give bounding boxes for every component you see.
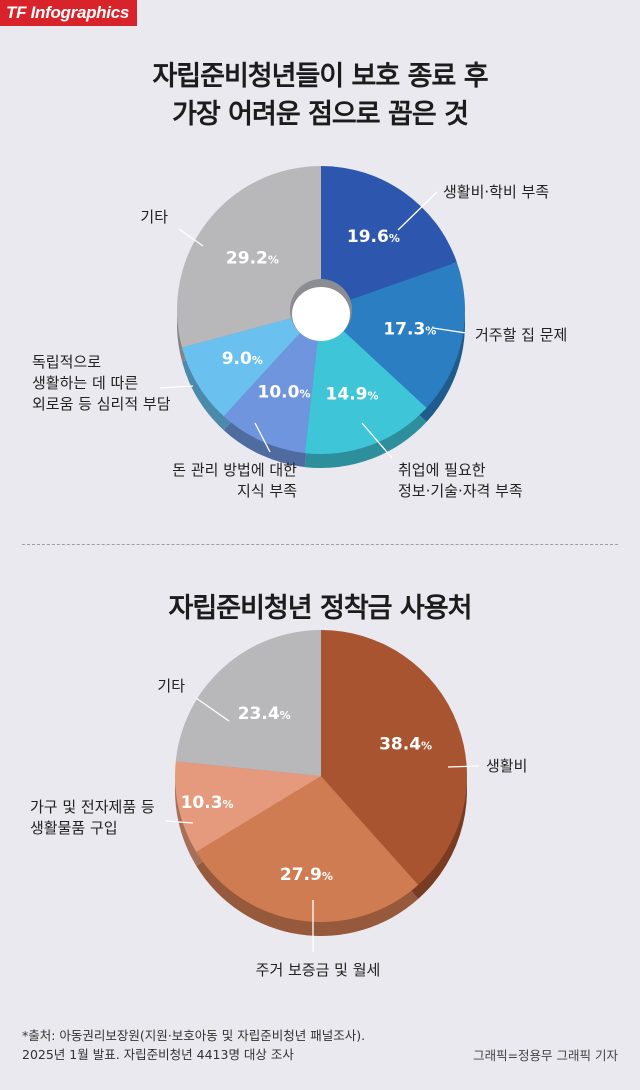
pct-unit: % — [322, 870, 333, 883]
pie-chart-settlement-usage: 38.4% 생활비 27.9% 주거 보증금 및 월세 10.3% 가구 및 전자제품 등… — [30, 630, 527, 979]
pct-label-취업에-필요한-정보-기술-자격-부족: 14.9% — [326, 385, 379, 405]
category-label-거주할-집-문제: 거주할 집 문제 — [475, 326, 567, 344]
pct-unit: % — [389, 232, 400, 245]
pct-label-기타: 29.2% — [226, 248, 279, 268]
category-label-주거-보증금-및-월세: 주거 보증금 및 월세 — [256, 961, 381, 979]
leader-line-거주할-집-문제 — [432, 327, 467, 334]
category-label-생활비-학비-부족: 생활비·학비 부족 — [443, 183, 549, 201]
chart1-title-line1: 자립준비청년들이 보호 종료 후 — [152, 61, 488, 92]
pct-unit: % — [252, 354, 263, 367]
category-label-취업에-필요한-정보-기술-자격-부족: 취업에 필요한 — [398, 461, 486, 479]
leader-line-생활비 — [447, 765, 480, 768]
category-label-취업에-필요한-정보-기술-자격-부족: 정보·기술·자격 부족 — [398, 482, 523, 500]
leader-line-돈-관리-방법에-대한-지식-부족 — [254, 422, 271, 453]
pie-slice-생활비 — [321, 630, 467, 885]
pie-slice-기타 — [177, 166, 321, 348]
category-label-독립적으로-생활하는-데-따른-외로움-등-심리적-부담: 생활하는 데 따른 — [32, 374, 138, 392]
pct-unit: % — [367, 390, 378, 403]
graphic-credit: 그래픽=정용무 그래픽 기자 — [473, 1048, 618, 1063]
category-label-가구-및-전자제품-등-생활물품-구입: 생활물품 구입 — [30, 819, 118, 837]
pie-hole — [292, 287, 350, 341]
chart1-title-line2: 가장 어려운 점으로 꼽은 것 — [172, 99, 469, 130]
category-label-기타: 기타 — [140, 208, 168, 226]
pct-label-가구-및-전자제품-등-생활물품-구입: 10.3% — [181, 793, 234, 813]
pie-slice-기타 — [175, 630, 321, 776]
category-label-돈-관리-방법에-대한-지식-부족: 돈 관리 방법에 대한 — [172, 461, 297, 479]
category-label-기타: 기타 — [157, 677, 185, 695]
category-label-가구-및-전자제품-등-생활물품-구입: 가구 및 전자제품 등 — [30, 798, 155, 816]
brand-logo: TF Infographics — [0, 0, 138, 26]
pie-slice-돈-관리-방법에-대한-지식-부족 — [223, 310, 321, 454]
pie-slice-생활비-학비-부족 — [321, 166, 457, 310]
pie-slice-거주할-집-문제 — [321, 262, 465, 408]
pct-unit: % — [280, 709, 291, 722]
leader-line-기타 — [178, 228, 204, 247]
chart2-title: 자립준비청년 정착금 사용처 — [168, 593, 473, 624]
footnote-line2: 2025년 1월 발표. 자립준비청년 4413명 대상 조사 — [22, 1047, 294, 1062]
pct-unit: % — [425, 324, 436, 337]
pct-unit: % — [223, 798, 234, 811]
pie-slice-주거-보증금-및-월세 — [196, 776, 419, 922]
source-footnote: *출처: 아동권리보장원(지원·보호아동 및 자립준비청년 패널조사). 202… — [22, 1026, 365, 1064]
pct-label-독립적으로-생활하는-데-따른-외로움-등-심리적-부담: 9.0% — [222, 349, 263, 369]
pct-label-돈-관리-방법에-대한-지식-부족: 10.0% — [258, 382, 311, 402]
category-label-독립적으로-생활하는-데-따른-외로움-등-심리적-부담: 외로움 등 심리적 부담 — [32, 395, 171, 413]
pie-slice-독립적으로-생활하는-데-따른-외로움-등-심리적-부담 — [181, 310, 321, 417]
category-label-돈-관리-방법에-대한-지식-부족: 지식 부족 — [237, 482, 297, 500]
pie-chart-difficulties: 19.6% 생활비·학비 부족 17.3% 거주할 집 문제 14.9% 취업에 필요한정… — [32, 166, 567, 500]
leader-line-생활비-학비-부족 — [397, 191, 438, 231]
pct-unit: % — [421, 740, 432, 753]
footnote-line1: *출처: 아동권리보장원(지원·보호아동 및 자립준비청년 패널조사). — [22, 1028, 366, 1043]
leader-line-가구-및-전자제품-등-생활물품-구입 — [164, 820, 194, 824]
pie-slice-취업에-필요한-정보-기술-자격-부족 — [304, 310, 427, 455]
pie-slice-가구-및-전자제품-등-생활물품-구입 — [175, 761, 321, 852]
category-label-생활비: 생활비 — [486, 757, 527, 775]
pct-label-기타: 23.4% — [238, 704, 291, 724]
pct-unit: % — [268, 253, 279, 266]
pct-label-생활비: 38.4% — [379, 735, 432, 755]
category-label-독립적으로-생활하는-데-따른-외로움-등-심리적-부담: 독립적으로 — [32, 353, 101, 371]
section-divider — [22, 544, 618, 545]
leader-line-취업에-필요한-정보-기술-자격-부족 — [361, 422, 393, 459]
pct-label-거주할-집-문제: 17.3% — [383, 319, 436, 339]
leader-line-독립적으로-생활하는-데-따른-외로움-등-심리적-부담 — [159, 385, 194, 389]
leader-line-기타 — [195, 697, 230, 722]
pct-label-생활비-학비-부족: 19.6% — [347, 227, 400, 247]
pct-label-주거-보증금-및-월세: 27.9% — [280, 865, 333, 885]
pct-unit: % — [299, 387, 310, 400]
